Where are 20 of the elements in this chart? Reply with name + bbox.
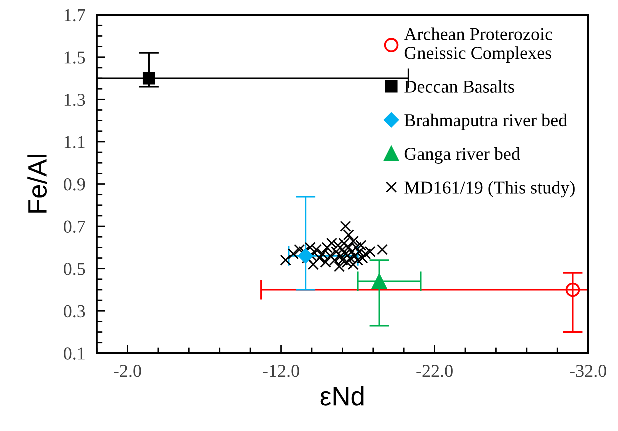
y-tick-label: 1.3 [64,94,86,106]
y-tick-label: 0.7 [64,220,86,234]
y-tick-label: 1.1 [64,136,85,148]
y-tick-label: 1.5 [64,52,86,64]
y-tick-label: 0.5 [64,263,86,276]
x-tick-label: -2.0 [114,365,142,378]
legend-label: Brahmaputra river bed [404,114,568,130]
x-axis-title: εNd [320,386,364,406]
legend-label: Ganga river bed [404,148,520,164]
y-tick-label: 0.9 [64,178,86,191]
y-tick-label: 0.1 [64,348,85,360]
legend-label: Deccan Basalts [404,80,514,93]
y-tick-label: 0.3 [64,305,86,318]
legend-label: Archean Proterozoic Gneissic Complexes [404,28,552,63]
y-tick-label: 1.7 [64,9,86,22]
x-tick-label: -32.0 [570,365,606,378]
y-axis-title: Fe/Al [28,155,48,213]
x-tick-label: -12.0 [263,365,300,378]
x-tick-label: -22.0 [416,365,453,378]
legend-label: MD161/19 (This study) [404,181,575,198]
